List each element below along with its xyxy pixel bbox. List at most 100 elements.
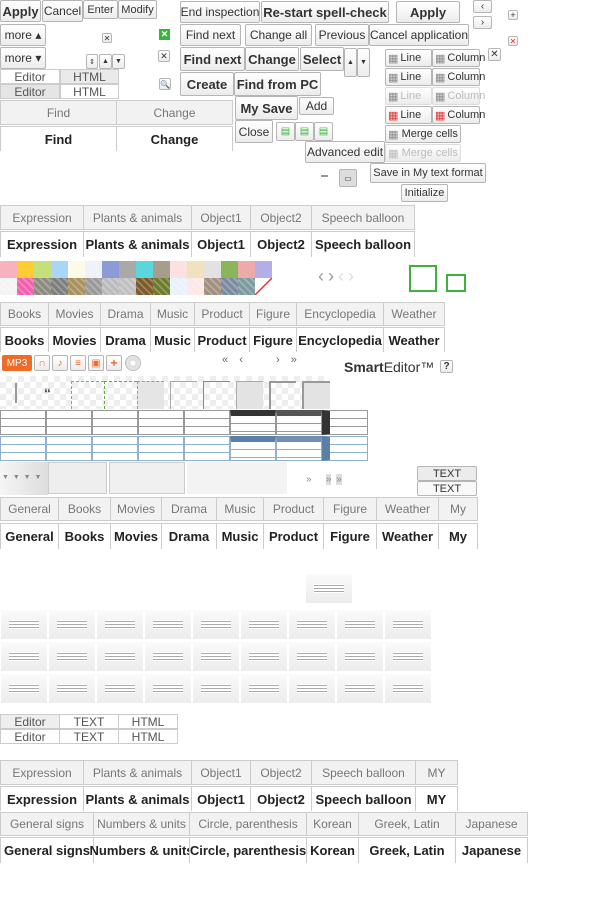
- pattern-swatch[interactable]: [204, 261, 221, 278]
- my-save-button[interactable]: My Save: [235, 96, 298, 120]
- pattern-swatch[interactable]: [136, 278, 153, 295]
- close-button[interactable]: Close: [235, 120, 273, 143]
- tab-emoticon-tabs[interactable]: Plants & animals: [83, 205, 192, 230]
- close-red-icon[interactable]: ✕: [508, 36, 518, 46]
- arrow-up-icon[interactable]: ▲: [344, 48, 357, 77]
- quote-style-dashed[interactable]: [71, 381, 104, 409]
- html-tab[interactable]: HTML: [60, 69, 119, 84]
- previous-button[interactable]: Previous: [315, 24, 369, 46]
- prev-page-icon[interactable]: ‹: [239, 354, 243, 366]
- tab-symbol-tabs[interactable]: Korean: [306, 837, 359, 863]
- tab-emoticon-tabs[interactable]: Object2: [250, 231, 312, 257]
- plus-icon[interactable]: +: [508, 10, 518, 20]
- layout-style-icon[interactable]: [241, 610, 287, 639]
- pattern-swatch[interactable]: [153, 278, 170, 295]
- tab-emoticon-tabs2[interactable]: Object2: [250, 786, 312, 811]
- table-style-blue[interactable]: [322, 436, 368, 461]
- tab-symbol-tabs[interactable]: Korean: [306, 812, 359, 836]
- tab-emoticon-tabs[interactable]: Object2: [250, 205, 312, 230]
- tab-category-tabs2[interactable]: My: [438, 523, 478, 549]
- tab-category-tabs2[interactable]: Books: [58, 497, 111, 521]
- pattern-swatch[interactable]: [68, 261, 85, 278]
- tab-category-tabs[interactable]: Figure: [249, 302, 297, 326]
- table-style-gray[interactable]: [138, 410, 184, 435]
- table-delete-column-button[interactable]: ▦ Column: [432, 106, 485, 124]
- tab-emoticon-tabs2[interactable]: Plants & animals: [83, 786, 192, 811]
- tab-symbol-tabs[interactable]: Greek, Latin: [358, 837, 456, 863]
- create-button[interactable]: Create: [180, 72, 234, 96]
- table-insert-alt-column-button[interactable]: ▦ Column: [432, 68, 485, 86]
- pattern-swatch[interactable]: [102, 278, 119, 295]
- next-page-icon[interactable]: ›: [276, 354, 280, 366]
- chevron-right-icon[interactable]: ›: [328, 266, 338, 286]
- tab-category-tabs2[interactable]: Product: [263, 523, 324, 549]
- more-expand-button[interactable]: more ▴: [0, 24, 46, 46]
- quote-style-dashed-green[interactable]: [104, 381, 137, 409]
- pattern-nav-arrows[interactable]: ‹›‹›: [318, 266, 358, 287]
- tab-category-tabs2[interactable]: Movies: [110, 497, 162, 521]
- arrow-down-icon[interactable]: ▼: [112, 54, 125, 69]
- table-style-gray[interactable]: [276, 410, 322, 435]
- find-tab[interactable]: Find: [0, 100, 117, 125]
- editor-tab-alt[interactable]: Editor: [0, 729, 60, 744]
- layout-style-icon[interactable]: [289, 642, 335, 671]
- tab-emoticon-tabs2[interactable]: Object1: [191, 786, 251, 811]
- mp3-icon[interactable]: MP3: [2, 355, 32, 371]
- modify-button[interactable]: Modify: [118, 0, 157, 19]
- pattern-swatch[interactable]: [119, 278, 136, 295]
- arrow-down-icon[interactable]: ▼: [357, 48, 370, 77]
- find-tab-active[interactable]: Find: [0, 126, 117, 151]
- table-insert-line-button[interactable]: ▦ Line: [385, 49, 432, 67]
- tab-category-tabs[interactable]: Weather: [383, 302, 445, 326]
- layout-image-top-icon[interactable]: [306, 574, 352, 603]
- tab-category-tabs[interactable]: Movies: [48, 302, 101, 326]
- quote-style-dashed-gray[interactable]: [137, 381, 164, 409]
- last-page-icon[interactable]: »: [290, 354, 297, 366]
- align-right-image-icon[interactable]: ▤: [314, 122, 333, 141]
- tab-category-tabs[interactable]: Drama: [100, 302, 151, 326]
- tab-category-tabs[interactable]: Books: [0, 327, 49, 352]
- add-button[interactable]: Add: [299, 97, 334, 115]
- tab-category-tabs2[interactable]: My: [438, 497, 478, 521]
- tab-symbol-tabs[interactable]: Numbers & units: [90, 837, 194, 863]
- close-icon[interactable]: ✕: [158, 50, 170, 62]
- tab-category-tabs2[interactable]: Product: [263, 497, 324, 521]
- change-tab-active[interactable]: Change: [116, 126, 233, 151]
- pattern-swatch[interactable]: [187, 261, 204, 278]
- pattern-swatch[interactable]: [255, 278, 272, 295]
- tab-category-tabs[interactable]: Product: [194, 302, 250, 326]
- tab-symbol-tabs[interactable]: General signs: [0, 812, 94, 836]
- pattern-swatch[interactable]: [221, 261, 238, 278]
- layout-style-icon[interactable]: [1, 610, 47, 639]
- layout-style-icon[interactable]: [145, 610, 191, 639]
- pattern-swatch[interactable]: [51, 261, 68, 278]
- tab-category-tabs2[interactable]: Drama: [161, 523, 217, 549]
- apply-button-large[interactable]: Apply: [396, 1, 460, 23]
- tv-icon[interactable]: ▣: [88, 355, 104, 371]
- merge-cells-button[interactable]: ▦ Merge cells: [385, 125, 461, 143]
- initialize-button[interactable]: Initialize: [401, 184, 448, 202]
- text-button-active[interactable]: TEXT: [417, 481, 477, 496]
- tab-category-tabs2[interactable]: Weather: [376, 497, 439, 521]
- cd-icon[interactable]: [125, 355, 141, 371]
- tab-category-tabs[interactable]: Product: [194, 327, 250, 352]
- pattern-swatch[interactable]: [34, 261, 51, 278]
- table-style-gray[interactable]: [322, 410, 368, 435]
- find-next-button[interactable]: Find next: [180, 24, 241, 46]
- tab-category-tabs2[interactable]: Music: [216, 523, 264, 549]
- quote-style-solid[interactable]: [170, 381, 197, 409]
- find-from-pc-button[interactable]: Find from PC: [234, 72, 321, 96]
- pattern-swatch[interactable]: [204, 278, 221, 295]
- align-center-image-icon[interactable]: ▤: [276, 122, 295, 141]
- tab-category-tabs2[interactable]: Figure: [323, 523, 377, 549]
- pattern-swatch[interactable]: [170, 278, 187, 295]
- tab-category-tabs2[interactable]: Music: [216, 497, 264, 521]
- tab-category-tabs[interactable]: Drama: [100, 327, 151, 352]
- layout-style-icon[interactable]: [145, 642, 191, 671]
- table-style-gray[interactable]: [0, 410, 46, 435]
- quote-style-solid-green[interactable]: [203, 381, 230, 409]
- table-style-blue[interactable]: [138, 436, 184, 461]
- html-tab-alt[interactable]: HTML: [118, 729, 178, 744]
- layout-style-icon[interactable]: [1, 642, 47, 671]
- tab-emoticon-tabs[interactable]: Expression: [0, 231, 84, 257]
